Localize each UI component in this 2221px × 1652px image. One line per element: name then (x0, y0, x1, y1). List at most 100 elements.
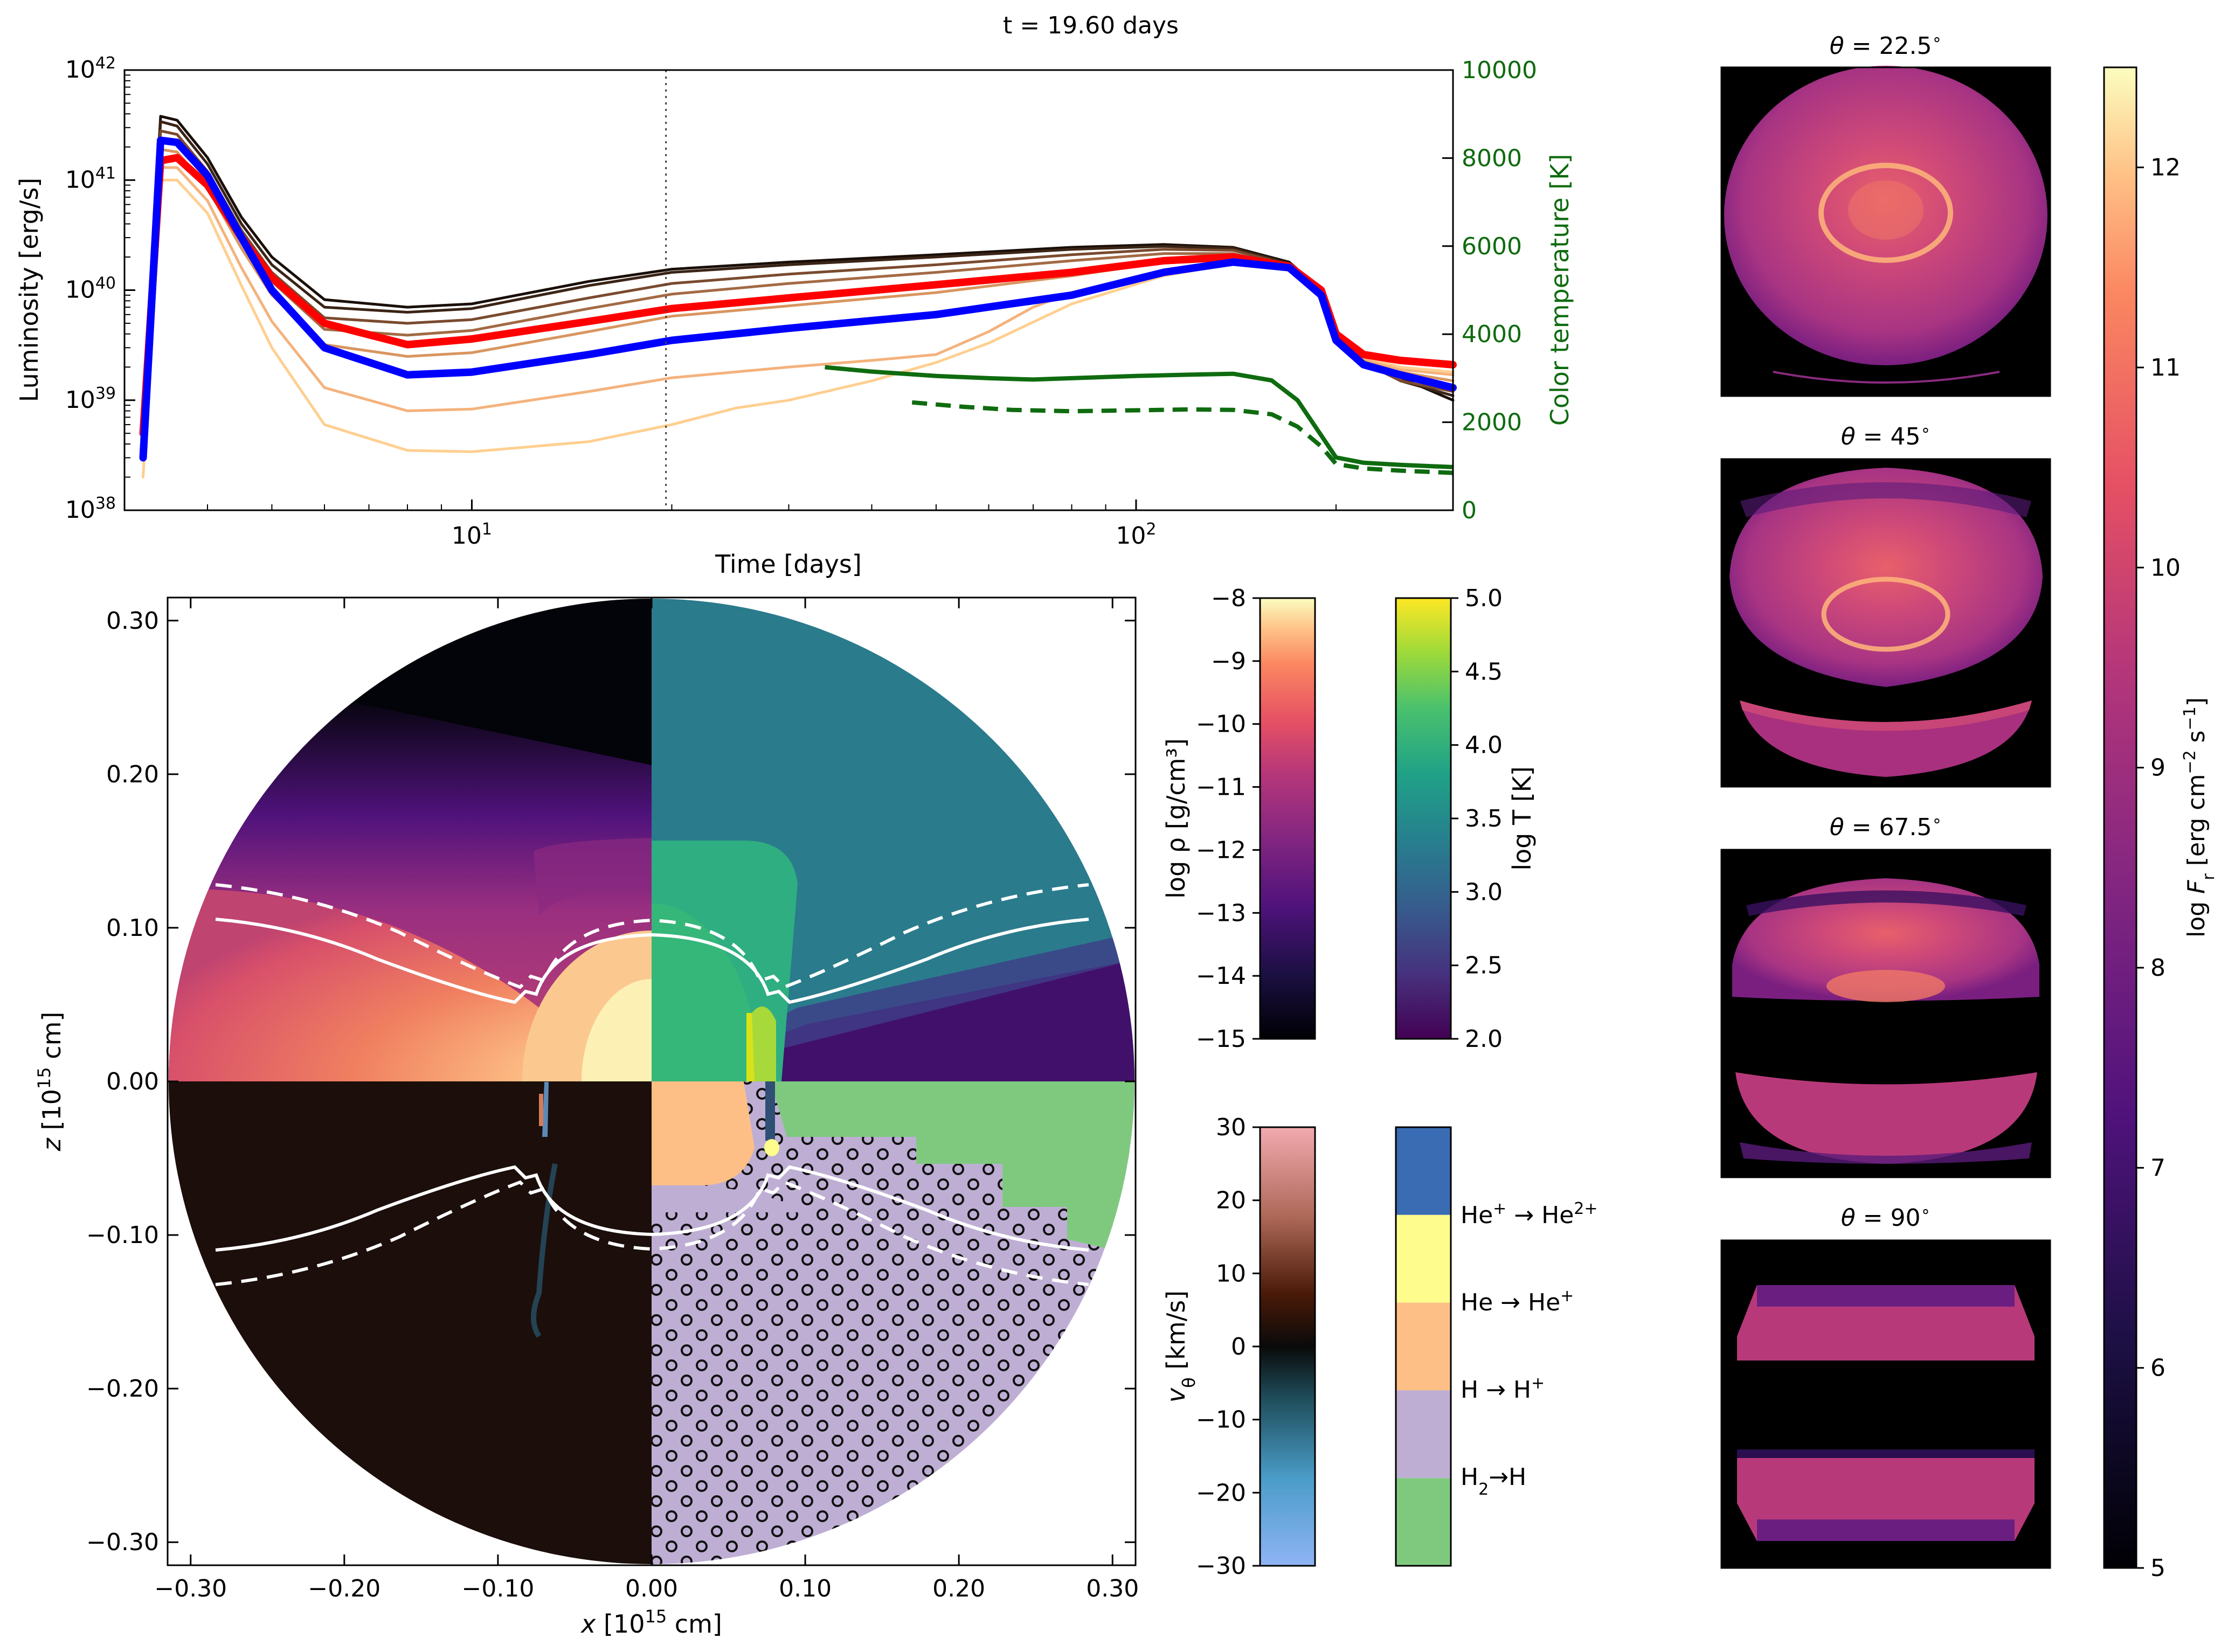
colorbar-tick-label: −30 (1196, 1552, 1246, 1580)
density-colorbar-label: log ρ [g/cm³] (1161, 738, 1191, 899)
ionization-quadrant (652, 1081, 1134, 1564)
colorbar-tick-label: 7 (2150, 1154, 2165, 1182)
x-tick-label: −0.10 (461, 1575, 534, 1602)
colorbar-tick-label: 5 (2150, 1554, 2165, 1582)
time-axis-label: Time [days] (715, 550, 862, 579)
colorbar-tick-label: 3.5 (1465, 805, 1503, 832)
colorbar-tick-label: −12 (1196, 836, 1246, 864)
luminosity-series-line (142, 120, 1455, 419)
colorbar-tick-label: −15 (1196, 1025, 1246, 1053)
colorbar-tick-label: −10 (1196, 711, 1246, 738)
y-tick-label: 1042 (65, 54, 116, 84)
panel-title-45: θ = 45∘ (1841, 421, 1931, 451)
temperature-colorbar: 5.0 4.5 4.0 3.5 3.0 2.5 2.0 log T [K] (1395, 585, 1537, 1053)
x-tick-label: 0.30 (1086, 1575, 1139, 1602)
y2-tick-label: 2000 (1462, 409, 1522, 436)
colorbar-tick-label: 5.0 (1465, 585, 1503, 612)
temperature-colorbar-label: log T [K] (1507, 766, 1537, 871)
colorbar-tick-label: 6 (2150, 1355, 2165, 1382)
flux-colorbar: 12 11 10 9 8 7 6 5 log Fr [erg cm−2 s−1] (2103, 66, 2218, 1582)
y-tick-label: 1041 (65, 164, 116, 194)
colorbar-tick-label: 20 (1216, 1187, 1246, 1214)
ion-label-he-he1: He → He+ (1461, 1287, 1574, 1317)
y-tick-label: 1040 (65, 274, 116, 304)
ionization-block (1396, 1127, 1451, 1215)
time-ticks: 101 102 (124, 499, 1454, 550)
ionization-block (1396, 1478, 1451, 1566)
density-colorbar: −8 −9 −10 −11 −12 −13 −14 −15 log ρ [g/cm³] (1161, 585, 1316, 1053)
x-tick-label: −0.20 (308, 1575, 380, 1602)
x-axis-label: x [1015 cm] (580, 1606, 722, 1639)
photosphere-contours (215, 883, 1089, 1286)
time-label: t = 19.60 days (1003, 12, 1179, 39)
colorbar-tick-label: 8 (2150, 954, 2165, 982)
y-tick-label: 1039 (65, 384, 116, 414)
lightcurve-panel: 1038 1039 1040 1041 1042 101 102 0 2000 4000 600… (15, 54, 1574, 579)
z-tick-label: 0.00 (106, 1068, 159, 1095)
x-axis-ticks: −0.30 −0.20 −0.10 0.00 0.10 0.20 0.30 (154, 598, 1139, 1602)
colorbar-tick-label: 30 (1216, 1114, 1246, 1141)
luminosity-series-line (139, 136, 1457, 462)
velocity-colorbar: 30 20 10 0 −10 −20 −30 vθ [km/s] (1161, 1114, 1316, 1580)
y2-tick-label: 8000 (1462, 144, 1522, 172)
luminosity-ticks: 1038 1039 1040 1041 1042 (65, 54, 135, 524)
colorbar-tick-label: 2.5 (1465, 952, 1503, 980)
colorbar-tick-label: −20 (1196, 1479, 1246, 1507)
image-panel-theta-22.5: θ = 22.5∘ (1720, 30, 2051, 397)
z-tick-label: −0.30 (86, 1529, 159, 1556)
z-tick-label: 0.30 (106, 607, 159, 635)
viewing-angle-panels: θ = 22.5∘ θ = 45∘ θ = 67.5∘ (1720, 30, 2051, 1569)
panel-title-90: θ = 90∘ (1841, 1202, 1931, 1232)
x-tick-label: 0.00 (625, 1575, 678, 1602)
y2-tick-label: 6000 (1462, 233, 1522, 260)
temperature-axis-label: Color temperature [K] (1545, 154, 1574, 426)
x-tick-label: 102 (1116, 520, 1156, 550)
z-axis-ticks: 0.30 0.20 0.10 0.00 −0.10 −0.20 −0.30 (86, 607, 1136, 1556)
x-tick-label: 0.20 (932, 1575, 985, 1602)
colorbar-tick-label: 3.0 (1465, 878, 1503, 906)
density-quadrant (169, 599, 652, 1081)
flux-colorbar-label: log Fr [erg cm−2 s−1] (2181, 697, 2218, 938)
colorbar-tick-label: 10 (2150, 554, 2181, 581)
luminosity-series-line (142, 129, 1455, 426)
ionization-block (1396, 1302, 1451, 1391)
ion-label-h-hplus: H → H+ (1461, 1374, 1545, 1404)
temperature-ticks: 0 2000 4000 6000 8000 10000 (1442, 57, 1537, 524)
z-axis-label: z [1015 cm] (34, 1012, 66, 1152)
y2-tick-label: 0 (1462, 497, 1477, 524)
colorbar-tick-label: −11 (1196, 774, 1246, 801)
colorbar-tick-label: 11 (2150, 354, 2181, 381)
ionization-legend-bar: He+ → He2+ He → He+ H → H+ H2→H (1395, 1126, 1598, 1567)
z-tick-label: 0.10 (106, 914, 159, 942)
ion-label-h2-h: H2→H (1461, 1463, 1526, 1499)
colorbar-tick-label: 10 (1216, 1260, 1246, 1287)
colorbar-tick-label: 12 (2150, 154, 2181, 182)
y2-tick-label: 10000 (1462, 57, 1537, 84)
ionization-block (1396, 1214, 1451, 1303)
image-panel-theta-90: θ = 90∘ (1720, 1202, 2051, 1569)
colorbar-tick-label: 0 (1231, 1333, 1246, 1361)
panel-title-67.5: θ = 67.5∘ (1830, 811, 1942, 842)
y-tick-label: 1038 (65, 494, 116, 524)
colorbar-tick-label: 4.5 (1465, 658, 1503, 685)
lightcurve-series (139, 115, 1457, 478)
ion-label-he-he2: He+ → He2+ (1461, 1199, 1598, 1230)
temperature-series-line (825, 365, 1454, 469)
velocity-quadrant (169, 1081, 652, 1564)
x-tick-label: 101 (452, 520, 492, 550)
colorbar-tick-label: 2.0 (1465, 1025, 1503, 1053)
colorbar-tick-label: −8 (1211, 585, 1246, 612)
meridional-map-panel: −0.30 −0.20 −0.10 0.00 0.10 0.20 0.30 0.30 0.20… (34, 596, 1139, 1639)
y2-tick-label: 4000 (1462, 321, 1522, 348)
ionization-block (1396, 1390, 1451, 1479)
colorbar-tick-label: −13 (1196, 899, 1246, 927)
x-tick-label: −0.30 (154, 1575, 227, 1602)
image-panel-theta-67.5: θ = 67.5∘ (1720, 811, 2051, 1178)
x-tick-label: 0.10 (779, 1575, 832, 1602)
colorbar-tick-label: 9 (2150, 754, 2165, 782)
colorbar-tick-label: −9 (1211, 648, 1246, 675)
lightcurve-frame (123, 69, 1454, 511)
z-tick-label: 0.20 (106, 761, 159, 788)
luminosity-series-line (142, 138, 1455, 435)
